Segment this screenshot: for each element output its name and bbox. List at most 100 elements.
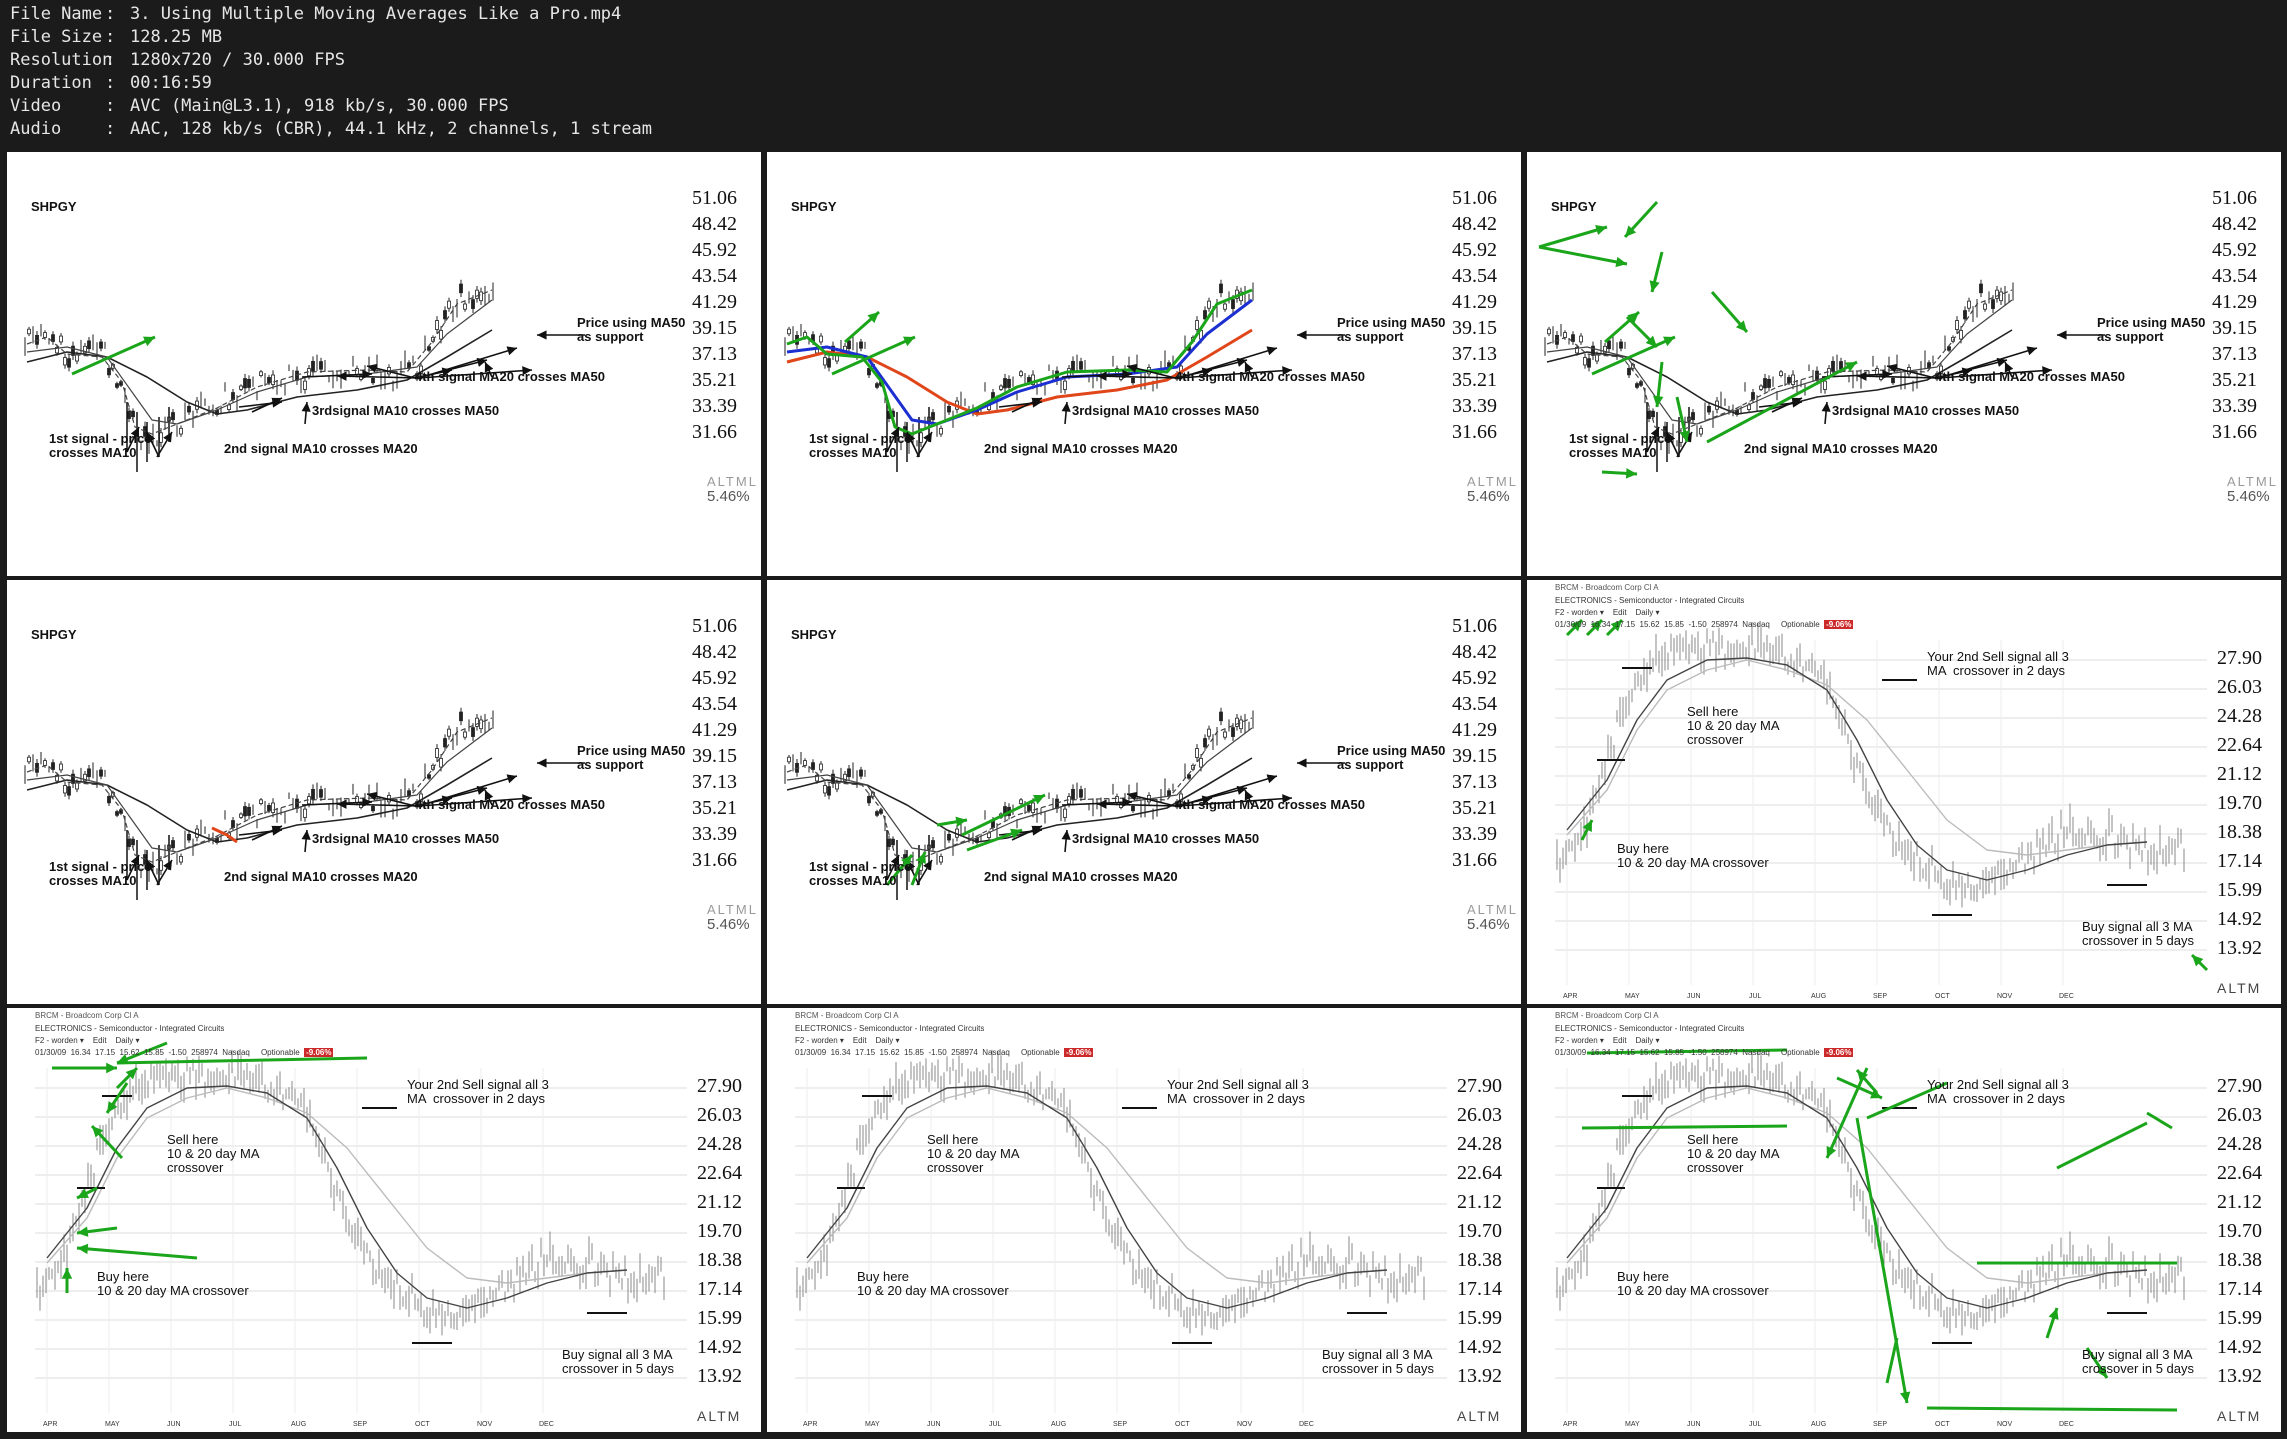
candle-body xyxy=(1999,291,2003,302)
candle-body xyxy=(1983,303,1987,310)
thumbnail-2[interactable]: SHPGY 51.06 48.42 45.92 43.54 41.29 39.15 37.13… xyxy=(767,152,1521,576)
arrow-head-icon xyxy=(1282,366,1292,376)
price-axis-label: 37.13 xyxy=(2212,343,2257,365)
file-info-separator: : xyxy=(105,96,116,116)
arrow-head-icon xyxy=(1266,346,1277,356)
thumbnail-4[interactable]: SHPGY 51.06 48.42 45.92 43.54 41.29 39.15 37.13… xyxy=(7,580,761,1004)
candle-body xyxy=(827,358,831,368)
file-info-separator: : xyxy=(105,119,116,139)
arrow-head-icon xyxy=(367,363,378,373)
arrow-head-icon xyxy=(1127,363,1138,373)
price-axis-label: 33.39 xyxy=(1452,395,1497,417)
thumbnail-7[interactable]: BRCM - Broadcom Corp Cl A ELECTRONICS - S… xyxy=(7,1008,761,1432)
candle-body xyxy=(443,310,447,320)
candle-body xyxy=(1607,340,1611,350)
price-axis-label: 21.12 xyxy=(2217,763,2262,785)
month-label: JUL xyxy=(229,1421,242,1428)
price-axis-label: 17.14 xyxy=(2217,1278,2262,1300)
price-axis-label: 19.70 xyxy=(1457,1220,1502,1242)
price-axis-label: 43.54 xyxy=(2212,265,2257,287)
candle-body xyxy=(419,365,423,374)
month-label: JUL xyxy=(989,1421,1002,1428)
thumbnail-1[interactable]: SHPGY 51.06 48.42 45.92 43.54 41.29 39.15 37.13… xyxy=(7,152,761,576)
price-axis-label: 41.29 xyxy=(692,719,737,741)
annotation-sell-here: Sell here 10 & 20 day MA crossover xyxy=(167,1132,260,1175)
arrow-head-icon xyxy=(484,790,494,801)
candle-body xyxy=(75,782,79,790)
price-axis-label: 39.15 xyxy=(2212,317,2257,339)
candle-body xyxy=(87,340,91,350)
quote-line: 01/30/09 16.34 17.15 15.62 15.85 -1.50 2… xyxy=(1555,620,1854,629)
support-arrow-7 xyxy=(418,775,518,807)
support-arrow-7 xyxy=(418,347,518,379)
quote-line: 01/30/09 16.34 17.15 15.62 15.85 -1.50 2… xyxy=(1555,1048,1854,1057)
file-info-row: File Name:3. Using Multiple Moving Avera… xyxy=(10,4,621,27)
candle-body xyxy=(1031,374,1035,385)
candle-body xyxy=(1031,802,1035,813)
candle-body xyxy=(939,427,943,435)
file-info-value: AAC, 128 kb/s (CBR), 44.1 kHz, 2 channel… xyxy=(130,119,652,139)
month-label: NOV xyxy=(1997,993,2013,1000)
candle-body xyxy=(1927,362,1931,368)
arrow-head-icon xyxy=(1595,225,1607,236)
candle-body xyxy=(1079,789,1083,798)
candle-body xyxy=(243,806,247,817)
annotation-support: Price using MA50 as support xyxy=(577,743,686,772)
candle-body xyxy=(1203,310,1207,320)
ma10-line xyxy=(786,288,1253,436)
price-axis-label: 48.42 xyxy=(692,641,737,663)
thumbnail-3[interactable]: SHPGY 51.06 48.42 45.92 43.54 41.29 39.15 37.13… xyxy=(1527,152,2281,576)
month-label: DEC xyxy=(2059,993,2074,1000)
arrow-head-icon xyxy=(271,825,282,835)
arrow-head-icon xyxy=(890,855,900,866)
price-axis-label: 48.42 xyxy=(1452,213,1497,235)
price-arrow xyxy=(1591,335,1676,376)
candle-body xyxy=(1635,383,1639,388)
candle-body xyxy=(371,805,375,812)
candle-body xyxy=(439,758,443,768)
chart-toolbar: F2 - worden ▾ Edit Daily ▾ xyxy=(1555,1036,1660,1045)
month-label: NOV xyxy=(477,1421,493,1428)
thumbnail-6[interactable]: BRCM - Broadcom Corp Cl A ELECTRONICS - S… xyxy=(1527,580,2281,1004)
thumbnail-8[interactable]: BRCM - Broadcom Corp Cl A ELECTRONICS - S… xyxy=(767,1008,1521,1432)
month-label: SEP xyxy=(1873,1421,1888,1428)
candle-body xyxy=(107,796,111,804)
month-label: MAY xyxy=(105,1421,120,1428)
green-arrow-c xyxy=(961,793,1046,837)
annotation-sell-here: Sell here 10 & 20 day MA crossover xyxy=(927,1132,1020,1175)
candle-body xyxy=(1995,289,1999,299)
arrow-head-icon xyxy=(1899,1391,1911,1403)
ma20-line xyxy=(786,727,1253,853)
arrow-head-icon xyxy=(537,330,547,340)
candle-body xyxy=(787,328,791,335)
ticker-label: SHPGY xyxy=(791,199,837,214)
arrow-head-icon xyxy=(1122,797,1132,808)
brcm-chart xyxy=(35,1041,687,1413)
candle-body xyxy=(1187,774,1191,779)
file-info-row: File Size:128.25 MB xyxy=(10,27,222,50)
thumbnail-9[interactable]: BRCM - Broadcom Corp Cl A ELECTRONICS - S… xyxy=(1527,1008,2281,1432)
arrow-head-icon xyxy=(77,1243,89,1255)
month-label: AUG xyxy=(1811,993,1827,1000)
candle-body xyxy=(27,756,31,763)
month-label: DEC xyxy=(2059,1421,2074,1428)
green-line xyxy=(2056,1121,2148,1170)
arrow-head-icon xyxy=(1297,330,1307,340)
thumbnail-5[interactable]: SHPGY 51.06 48.42 45.92 43.54 41.29 39.15 37.13… xyxy=(767,580,1521,1004)
candle-body xyxy=(1179,793,1183,802)
price-axis-label: 31.66 xyxy=(692,421,737,443)
ma20-line xyxy=(26,727,493,853)
candle-body xyxy=(1595,354,1599,362)
file-info-header: File Name:3. Using Multiple Moving Avera… xyxy=(0,0,2287,148)
file-info-value: 00:16:59 xyxy=(130,73,212,93)
candle-body xyxy=(471,299,475,309)
month-label: OCT xyxy=(1935,993,1950,1000)
file-info-row: Audio: AAC, 128 kb/s (CBR), 44.1 kHz, 2 c… xyxy=(10,119,652,142)
ma-fast-line xyxy=(1566,1085,2148,1309)
green-line xyxy=(2146,1111,2173,1130)
price-arrow xyxy=(831,335,916,376)
price-axis-label: 22.64 xyxy=(697,1162,742,1184)
month-label: NOV xyxy=(1237,1421,1253,1428)
candle-body xyxy=(115,811,119,816)
altml-logo: ALTML xyxy=(1467,902,1518,917)
